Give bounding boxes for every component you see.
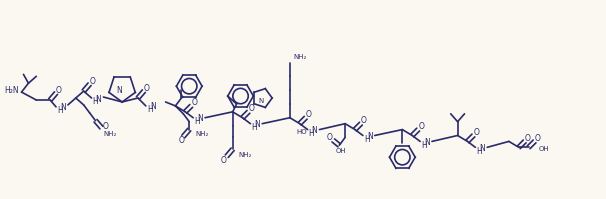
Text: H: H — [147, 105, 153, 114]
Text: N: N — [116, 86, 122, 95]
Text: O: O — [305, 110, 311, 119]
Text: N: N — [367, 132, 373, 141]
Text: NH₂: NH₂ — [239, 152, 252, 158]
Text: HO: HO — [296, 129, 307, 135]
Text: H: H — [57, 106, 63, 115]
Text: H: H — [251, 123, 257, 132]
Text: O: O — [178, 136, 184, 145]
Text: O: O — [327, 133, 332, 142]
Text: O: O — [361, 116, 367, 125]
Text: H: H — [364, 135, 370, 144]
Text: O: O — [473, 128, 479, 137]
Text: H: H — [195, 117, 200, 126]
Text: OH: OH — [336, 148, 347, 154]
Text: N: N — [60, 103, 66, 112]
Text: O: O — [248, 104, 255, 113]
Text: OH: OH — [539, 146, 549, 152]
Text: O: O — [56, 86, 62, 95]
Text: O: O — [221, 156, 227, 165]
Text: N: N — [150, 102, 156, 111]
Text: NH₂: NH₂ — [104, 131, 117, 137]
Text: N: N — [259, 98, 264, 104]
Text: O: O — [144, 84, 150, 93]
Text: O: O — [525, 134, 531, 143]
Text: N: N — [479, 144, 485, 153]
Text: H: H — [421, 141, 427, 150]
Text: NH₂: NH₂ — [195, 131, 208, 137]
Text: N: N — [424, 138, 430, 147]
Text: H: H — [476, 147, 482, 156]
Text: N: N — [197, 114, 203, 123]
Text: N: N — [311, 126, 318, 135]
Text: O: O — [534, 134, 541, 143]
Text: H₂N: H₂N — [4, 86, 19, 95]
Text: NH₂: NH₂ — [294, 54, 307, 60]
Text: H: H — [308, 129, 315, 138]
Text: O: O — [418, 122, 424, 131]
Text: N: N — [96, 95, 101, 103]
Text: H: H — [93, 98, 98, 106]
Text: O: O — [90, 77, 96, 86]
Text: N: N — [255, 120, 260, 129]
Text: O: O — [102, 122, 108, 131]
Text: O: O — [191, 99, 197, 107]
